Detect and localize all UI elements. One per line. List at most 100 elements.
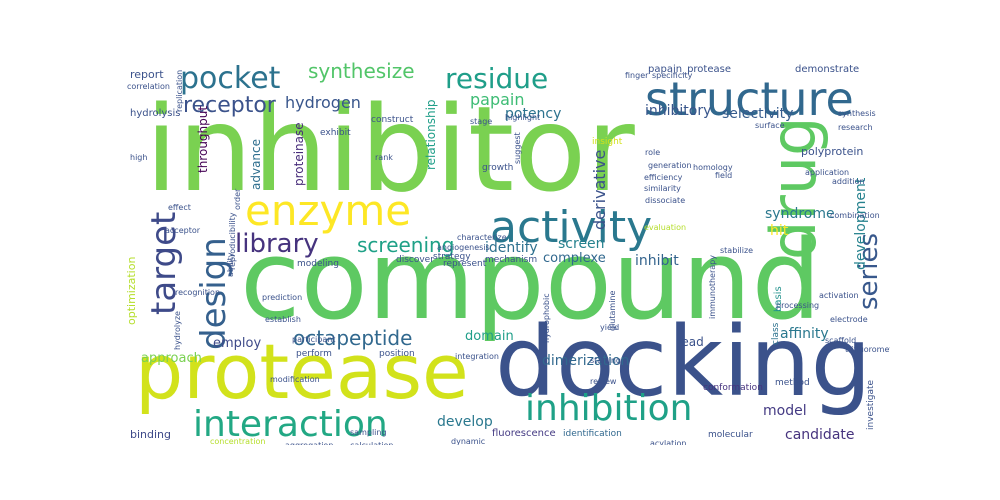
word-polyprotein: polyprotein: [801, 145, 863, 158]
word-identify: identify: [485, 240, 538, 256]
word-candidate: candidate: [785, 427, 855, 443]
word-mechanism: mechanism: [485, 255, 537, 265]
word-dissociate: dissociate: [645, 196, 685, 205]
word-activation: activation: [819, 291, 859, 300]
word-trifluoromethyl: trifluoromethyl: [845, 345, 890, 354]
word-hydrophobic: hydrophobic: [542, 293, 551, 343]
word-employ: employ: [213, 336, 261, 351]
word-throughput: throughput: [196, 106, 210, 173]
word-recognition: recognition: [175, 288, 220, 297]
word-hydrolyze: hydrolyze: [173, 311, 182, 350]
word-method: method: [775, 378, 810, 388]
word-high: high: [130, 153, 147, 162]
word-concentration: concentration: [210, 437, 265, 445]
word-perform: perform: [296, 349, 332, 359]
word-replication: replication: [175, 70, 184, 112]
word-position: position: [379, 349, 415, 359]
word-library: library: [235, 229, 319, 259]
word-inhibitor: inhibitor: [145, 80, 635, 218]
word-compound: compound: [240, 216, 821, 344]
word-proteinase: proteinase: [292, 122, 306, 186]
word-syndrome: syndrome: [765, 206, 835, 222]
word-stage: stage: [470, 117, 492, 126]
word-modeling: modeling: [297, 259, 339, 269]
word-strategy: strategy: [433, 252, 471, 262]
word-surface: surface: [755, 121, 785, 130]
word-optimization: optimization: [125, 257, 138, 325]
word-conformation: conformation: [703, 383, 763, 393]
word-model: model: [763, 403, 807, 419]
word-homology: homology: [693, 163, 733, 172]
word-suggest: suggest: [513, 132, 522, 164]
word-evaluation: evaluation: [644, 223, 686, 232]
word-pocket: pocket: [180, 61, 281, 96]
word-rank: rank: [375, 153, 393, 162]
word-prediction: prediction: [262, 293, 302, 302]
word-target: target: [144, 212, 184, 315]
word-dynamic: dynamic: [451, 437, 485, 445]
word-generation: generation: [648, 161, 692, 170]
word-research: research: [838, 123, 873, 132]
word-effect: effect: [168, 203, 191, 212]
word-develop: develop: [437, 414, 493, 430]
word-basis: basis: [773, 286, 784, 312]
word-protease: protease: [135, 327, 469, 416]
word-inhibit: inhibit: [635, 253, 679, 269]
word-participant: participant: [292, 335, 335, 344]
word-application: application: [805, 168, 849, 177]
word-ability: ability: [226, 252, 235, 277]
word-advance: advance: [249, 139, 263, 190]
word-modification: modification: [270, 375, 320, 384]
word-inhibitory: inhibitory: [645, 103, 711, 119]
word-scaffold: scaffold: [825, 336, 856, 345]
word-fluorescence: fluorescence: [492, 428, 556, 439]
word-represent: represent: [443, 259, 487, 269]
word-inhibition: inhibition: [525, 388, 692, 429]
word-role: role: [645, 148, 660, 157]
word-binding: binding: [130, 428, 171, 441]
word-complexe: complexe: [543, 251, 606, 266]
word-acylation: acylation: [650, 439, 686, 445]
word-yield: yield: [600, 323, 619, 332]
word-reproducibility: reproducibility: [228, 212, 237, 270]
word-calculation: calculation: [350, 441, 393, 445]
word-enzyme: enzyme: [245, 186, 411, 235]
word-addition: addition: [832, 177, 865, 186]
word-synthesis: synthesis: [838, 109, 876, 118]
word-combination: combination: [830, 211, 880, 220]
word-docking: docking: [495, 306, 872, 418]
word-papain-protease: papain_protease: [648, 64, 731, 75]
word-derivative: derivative: [590, 150, 609, 230]
word-order: order: [233, 188, 242, 210]
word-affinity: affinity: [780, 326, 829, 342]
word-investigate: investigate: [866, 379, 876, 430]
word-glutamine: glutamine: [608, 291, 617, 331]
word-synthesize: synthesize: [308, 60, 415, 83]
word-class: class: [771, 322, 781, 345]
word-approach: approach: [141, 351, 202, 366]
word-domain: domain: [465, 329, 514, 344]
word-report: report: [130, 68, 164, 81]
word-residue: residue: [445, 62, 548, 95]
word-highlight: highlight: [505, 113, 540, 122]
word-correlation: correlation: [127, 82, 170, 91]
word-growth: growth: [482, 163, 513, 173]
word-receptor: receptor: [183, 93, 277, 118]
word-field: field: [715, 171, 732, 180]
word-similarity: similarity: [644, 184, 681, 193]
word-discover: discover: [396, 255, 434, 265]
word-development: development: [853, 177, 869, 270]
word-insight: insight: [592, 137, 623, 147]
word-papain: papain: [470, 90, 525, 109]
word-angiogenesis: angiogenesis: [437, 243, 490, 252]
word-lead: lead: [678, 335, 704, 349]
word-relationship: relationship: [424, 99, 438, 170]
word-molecular: molecular: [708, 430, 753, 440]
word-electrode: electrode: [830, 315, 868, 324]
word-identification: identification: [563, 429, 622, 439]
word-series: series: [854, 233, 884, 310]
word-specificity: specificity: [652, 71, 693, 80]
word-octapeptide: octapeptide: [293, 326, 412, 350]
